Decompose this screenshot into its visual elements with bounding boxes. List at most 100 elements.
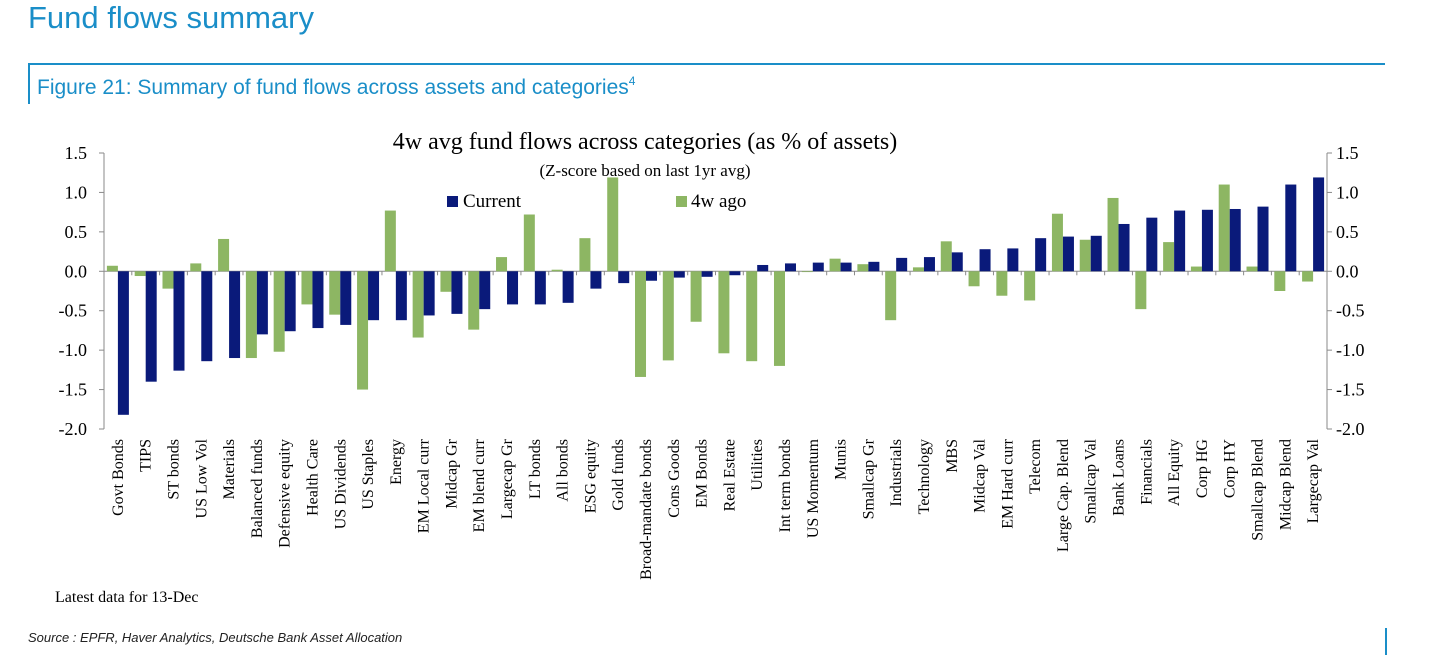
y-tick-label-left: -0.5 (59, 301, 88, 321)
chart-x-labels: Govt Bonds TIPS ST bonds US Low Vol Material… (110, 438, 1322, 580)
bar-4w-ago (579, 238, 591, 272)
bar-4w-ago (773, 271, 785, 366)
bar-4w-ago (1302, 271, 1314, 282)
bar-4w-ago (801, 271, 813, 273)
bar-4w-ago (134, 271, 146, 277)
source-note: Source : EPFR, Haver Analytics, Deutsche… (28, 630, 403, 645)
chart-subtitle: (Z-score based on last 1yr avg) (539, 161, 750, 180)
chart-axes: 1.5 1.5 1.0 1.0 0.5 0.5 0.0 0.0 -0.5 -0.5 -1.0 -1.0… (59, 143, 1365, 439)
x-tick-label: Energy (388, 439, 405, 485)
bar-current (646, 271, 658, 281)
bar-current (673, 271, 685, 278)
bar-4w-ago (940, 241, 952, 272)
bar-4w-ago (885, 271, 897, 321)
x-tick-label: Utilities (749, 439, 766, 491)
bar-current (840, 262, 852, 272)
x-tick-label: TIPS (138, 439, 155, 472)
x-tick-label: Industrials (888, 439, 905, 507)
y-tick-label-left: -2.0 (59, 419, 88, 439)
bar-4w-ago (829, 258, 841, 272)
y-tick-label-right: -0.5 (1336, 301, 1365, 321)
bar-current (701, 271, 713, 277)
figure-rule-bottom (1385, 628, 1387, 655)
bar-4w-ago (912, 267, 924, 272)
bar-current (423, 271, 435, 316)
x-tick-label: Defensive equity (277, 439, 294, 548)
bar-4w-ago (1051, 213, 1063, 272)
bar-4w-ago (635, 271, 647, 377)
bar-current (618, 271, 630, 284)
bar-current (451, 271, 463, 314)
x-tick-label: LT bonds (527, 439, 544, 499)
bar-current (562, 271, 574, 303)
legend-label-current: Current (463, 191, 522, 212)
x-tick-label: Technology (916, 439, 933, 514)
bar-current (896, 257, 908, 272)
y-tick-label-right: -2.0 (1336, 419, 1365, 439)
x-tick-label: MBS (944, 439, 961, 473)
bar-4w-ago (412, 271, 424, 338)
bar-4w-ago (468, 271, 480, 330)
bar-4w-ago (1246, 266, 1258, 272)
bar-current (312, 271, 324, 329)
page-title: Fund flows summary (28, 0, 314, 35)
bar-4w-ago (218, 238, 230, 272)
x-tick-label: Midcap Val (972, 438, 989, 512)
figure-rule-left (28, 63, 30, 104)
figure-title-text: Figure 21: Summary of fund flows across … (37, 76, 629, 99)
bar-4w-ago (190, 263, 202, 272)
x-tick-label: EM blend curr (471, 438, 488, 532)
y-tick-label-right: -1.5 (1336, 380, 1365, 400)
bar-4w-ago (357, 271, 369, 390)
legend-swatch-4w-ago (676, 196, 687, 207)
bar-4w-ago (301, 271, 313, 305)
x-tick-label: Financials (1138, 439, 1155, 505)
bar-4w-ago (1190, 266, 1202, 272)
y-tick-label-right: -1.0 (1336, 340, 1365, 360)
y-tick-label-left: 1.0 (65, 182, 88, 202)
bar-4w-ago (1218, 184, 1230, 272)
bar-current (590, 271, 602, 289)
x-tick-label: Smallcap Gr (860, 438, 877, 519)
y-tick-label-left: 0.5 (65, 222, 88, 242)
bar-4w-ago (1163, 242, 1175, 272)
y-tick-label-right: 0.0 (1336, 261, 1359, 281)
bar-current (256, 271, 268, 335)
bar-current (284, 271, 296, 332)
bar-current (979, 249, 991, 272)
x-tick-label: Midcap Blend (1277, 439, 1294, 530)
x-tick-label: EM Bonds (694, 439, 711, 508)
legend-swatch-current (447, 196, 458, 207)
x-tick-label: Real Estate (721, 439, 738, 511)
bar-current (1062, 236, 1074, 272)
x-tick-label: Balanced funds (249, 439, 266, 538)
bar-4w-ago (1107, 197, 1119, 272)
y-tick-label-right: 1.0 (1336, 182, 1359, 202)
bar-current (923, 257, 935, 272)
y-tick-label-left: 0.0 (65, 261, 88, 281)
y-tick-label-right: 0.5 (1336, 222, 1359, 242)
bar-current (479, 271, 491, 310)
bar-current (229, 271, 241, 359)
x-tick-label: Large Cap. Blend (1055, 439, 1072, 552)
x-tick-label: Materials (221, 439, 238, 499)
bar-current (1090, 235, 1102, 272)
x-tick-label: Corp HY (1222, 439, 1239, 499)
x-tick-label: Largecap Gr (499, 438, 516, 519)
legend-label-4w-ago: 4w ago (691, 191, 746, 212)
bar-4w-ago (551, 269, 563, 272)
x-tick-label: Bank Loans (1111, 439, 1128, 516)
x-tick-label: Smallcap Val (1083, 438, 1100, 523)
x-tick-label: ST bonds (165, 439, 182, 500)
x-tick-label: Broad-mandate bonds (638, 439, 655, 580)
bar-4w-ago (329, 271, 341, 315)
x-tick-label: All bonds (555, 439, 572, 502)
x-tick-label: Gold funds (610, 439, 627, 511)
x-tick-label: EM Local curr (416, 438, 433, 533)
bar-current (340, 271, 352, 325)
bar-current (1007, 248, 1019, 272)
bar-4w-ago (718, 271, 730, 354)
bar-current (729, 271, 741, 276)
x-tick-label: Largecap Val (1305, 438, 1322, 523)
